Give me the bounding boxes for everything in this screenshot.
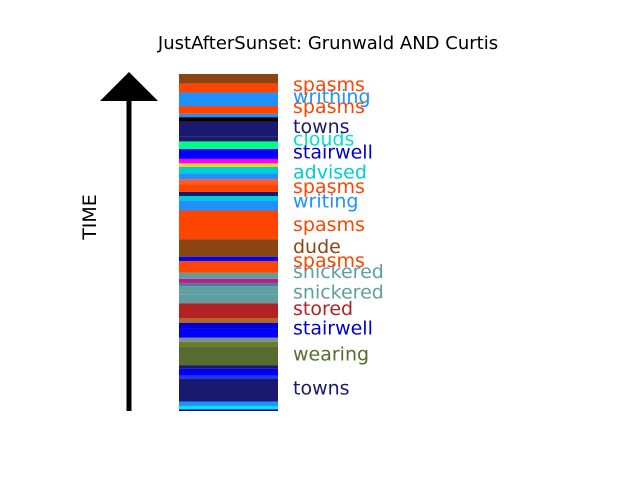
timeline-band-5 <box>179 368 278 376</box>
timeline-band-2 <box>179 401 278 406</box>
timeline-band-12 <box>179 318 278 323</box>
timeline-band-21 <box>179 239 278 257</box>
timeline-band-18 <box>179 272 278 279</box>
segment-label-7: dude <box>293 236 341 258</box>
timeline-band-27 <box>179 179 278 185</box>
timeline-band-20 <box>179 256 278 262</box>
timeline-band-3 <box>179 378 278 402</box>
segment-label-2: stairwell <box>293 317 373 339</box>
timeline-band-11 <box>179 322 278 329</box>
timeline-band-16 <box>179 282 278 287</box>
timeline-band-9 <box>179 337 278 342</box>
segment-label-12: stairwell <box>293 142 373 164</box>
timeline-band-30 <box>179 163 278 167</box>
segment-label-14: towns <box>293 116 350 138</box>
segment-label-13: clouds <box>293 129 354 151</box>
segment-label-6: spasms <box>293 250 365 272</box>
timeline-band-26 <box>179 184 278 192</box>
segment-label-5: snickered <box>293 261 384 283</box>
segment-labels: townswearingstairwellstoredsnickeredsnic… <box>293 74 384 399</box>
segment-label-1: wearing <box>293 344 369 366</box>
timeline-band-25 <box>179 191 278 196</box>
timeline-band-39 <box>179 92 278 107</box>
timeline-band-31 <box>179 158 278 164</box>
timeline-band-24 <box>179 195 278 201</box>
timeline-band-36 <box>179 117 278 122</box>
timeline-band-0 <box>179 409 278 411</box>
timeline-band-4 <box>179 375 278 379</box>
timeline-band-7 <box>179 346 278 366</box>
timeline-band-37 <box>179 113 278 118</box>
timeline-band-19 <box>179 261 278 273</box>
timeline-band-17 <box>179 278 278 283</box>
timeline-band-35 <box>179 121 278 137</box>
timeline-band-10 <box>179 328 278 338</box>
timeline-band-28 <box>179 173 278 180</box>
timeline-bar <box>179 74 278 411</box>
segment-label-15: spasms <box>293 96 365 118</box>
segment-label-17: spasms <box>293 74 365 96</box>
timeline-band-23 <box>179 200 278 211</box>
timeline-band-6 <box>179 365 278 369</box>
timeline-band-41 <box>179 74 278 84</box>
segment-label-9: writing <box>293 190 358 212</box>
timeline-band-40 <box>179 83 278 93</box>
segment-label-10: spasms <box>293 176 365 198</box>
segment-label-4: snickered <box>293 281 384 303</box>
time-arrow-icon <box>100 72 158 101</box>
timeline-band-15 <box>179 286 278 295</box>
timeline-band-34 <box>179 136 278 142</box>
y-axis-label: TIME <box>79 194 101 241</box>
segment-label-16: writhing <box>293 86 371 108</box>
timeline-band-32 <box>179 148 278 159</box>
segment-label-8: spasms <box>293 214 365 236</box>
timeline-band-22 <box>179 210 278 240</box>
segment-label-11: advised <box>293 162 367 184</box>
segment-label-0: towns <box>293 377 350 399</box>
timeline-band-38 <box>179 106 278 114</box>
timeline-band-14 <box>179 294 278 304</box>
segment-label-3: stored <box>293 298 353 320</box>
time-axis: TIME <box>79 72 158 411</box>
timeline-band-13 <box>179 303 278 319</box>
timeline-band-1 <box>179 405 278 410</box>
timeline-band-8 <box>179 341 278 347</box>
timeline-band-33 <box>179 141 278 149</box>
timeline-band-29 <box>179 166 278 174</box>
chart-title: JustAfterSunset: Grunwald AND Curtis <box>157 33 498 54</box>
